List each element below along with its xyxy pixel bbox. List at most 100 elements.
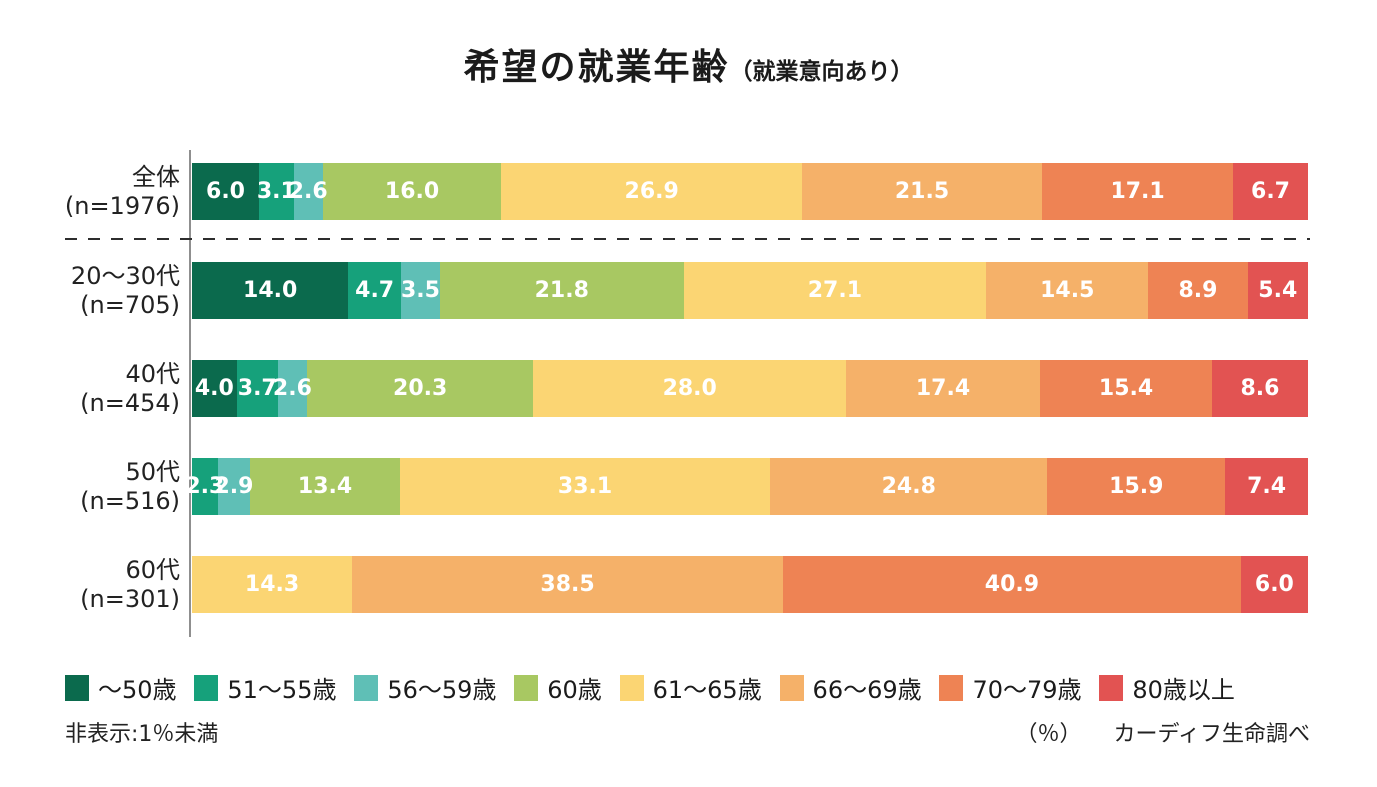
legend-item: 61～65歳 — [619, 670, 762, 705]
category-n: (n=516) — [80, 486, 180, 515]
legend-label: 56～59歳 — [387, 676, 497, 704]
chart-subtitle: （就業意向あり） — [729, 59, 914, 85]
legend-item: ～50歳 — [65, 670, 177, 705]
page-title: 希望の就業年齢（就業意向あり） — [0, 38, 1377, 90]
segment-value: 21.8 — [534, 278, 589, 303]
category-label: 40代 (n=454) — [0, 360, 180, 418]
bar-segment: 2.6 — [273, 360, 312, 417]
segment-value: 2.6 — [272, 376, 312, 401]
segment-value: 17.1 — [1110, 179, 1165, 204]
footer-right: （％） カーディフ生命調べ — [1016, 716, 1310, 748]
bar-segment: 20.3 — [306, 360, 534, 417]
stacked-bar: 2.3 2.9 13.4 33.1 24.8 15.9 7.4 — [185, 458, 1308, 515]
chart-title: 希望の就業年齢 — [463, 47, 730, 88]
legend-swatch — [354, 674, 379, 701]
category-n: (n=454) — [80, 388, 180, 417]
bar-segment: 3.7 — [236, 360, 278, 417]
legend-item: 66～69歳 — [779, 670, 922, 705]
segment-value: 17.4 — [915, 376, 971, 401]
legend-item: 60歳 — [514, 670, 602, 705]
unit-label: （％） — [1015, 722, 1082, 747]
bar-segment: 26.9 — [501, 163, 802, 220]
segment-value: 16.0 — [384, 179, 440, 204]
category-n: (n=301) — [80, 584, 180, 613]
segment-value: 3.7 — [237, 376, 277, 401]
segment-value: 4.7 — [355, 278, 395, 303]
segment-value: 2.3 — [185, 474, 225, 499]
segment-value: 14.0 — [243, 278, 298, 303]
legend-swatch — [779, 674, 804, 701]
segment-value: 28.0 — [662, 376, 717, 401]
segment-value: 24.8 — [881, 474, 936, 499]
bar-segment: 6.0 — [1240, 556, 1308, 613]
bar-segment: 24.8 — [770, 458, 1048, 515]
category-name: 20～30代 — [70, 261, 180, 290]
legend-item: 51～55歳 — [194, 670, 336, 705]
bar-segment: 4.0 — [192, 360, 237, 417]
segment-value: 14.3 — [244, 572, 300, 597]
segment-value: 20.3 — [393, 376, 448, 401]
segment-value: 15.9 — [1109, 474, 1164, 499]
legend-swatch — [514, 674, 539, 701]
bar-segment: 28.0 — [533, 360, 846, 417]
bar-segment: 16.0 — [322, 163, 502, 220]
legend-label: 61～65歳 — [652, 676, 762, 704]
category-name: 全体 — [132, 162, 180, 191]
category-n: (n=1976) — [64, 191, 180, 220]
segment-value: 21.5 — [894, 179, 950, 204]
legend-swatch — [619, 674, 644, 701]
legend-item: 70～79歳 — [939, 670, 1082, 705]
legend-label: 60歳 — [547, 676, 602, 704]
bar-segment: 2.9 — [214, 458, 253, 515]
segment-value: 2.9 — [214, 474, 254, 499]
segment-value: 27.1 — [807, 278, 863, 303]
bar-segment: 13.4 — [250, 458, 400, 515]
bar-segment: 4.7 — [348, 262, 401, 319]
legend-label: 51～55歳 — [227, 676, 337, 704]
stacked-bar: 4.0 3.7 2.6 20.3 28.0 17.4 15.4 8.6 — [192, 360, 1308, 417]
segment-value: 14.5 — [1040, 278, 1095, 303]
bar-segment: 17.1 — [1042, 163, 1234, 220]
category-name: 60代 — [125, 555, 180, 584]
legend-swatch — [194, 674, 219, 701]
legend-label: ～50歳 — [98, 676, 177, 704]
legend-label: 80歳以上 — [1132, 676, 1235, 704]
bar-segment: 38.5 — [352, 556, 783, 613]
legend-swatch — [939, 674, 964, 701]
bar-segment: 21.5 — [801, 163, 1043, 220]
bar-segment: 15.9 — [1047, 458, 1226, 515]
bar-segment: 14.0 — [192, 262, 349, 319]
category-name: 50代 — [125, 457, 180, 486]
footnote: 非表示:1％未満 — [65, 722, 219, 747]
segment-value: 6.0 — [1254, 572, 1294, 597]
legend-item: 56～59歳 — [354, 670, 496, 705]
legend-swatch — [65, 674, 89, 701]
segment-value: 4.0 — [194, 376, 234, 401]
segment-value: 13.4 — [297, 474, 353, 499]
bar-segment: 3.1 — [257, 163, 296, 220]
segment-value: 8.9 — [1178, 278, 1218, 303]
category-name: 40代 — [125, 359, 180, 388]
y-axis-line — [189, 150, 191, 637]
stacked-bar: 14.3 38.5 40.9 6.0 — [192, 556, 1308, 613]
category-label: 20～30代 (n=705) — [0, 262, 180, 320]
legend-label: 70～79歳 — [972, 676, 1082, 704]
bar-segment: 14.3 — [192, 556, 353, 613]
segment-value: 15.4 — [1098, 376, 1154, 401]
bar-segment: 7.4 — [1225, 458, 1308, 515]
legend-item: 80歳以上 — [1099, 670, 1235, 705]
legend-swatch — [1099, 674, 1124, 701]
source-label: カーディフ生命調べ — [1113, 722, 1310, 747]
bar-segment: 15.4 — [1040, 360, 1212, 417]
bar-segment: 27.1 — [683, 262, 987, 319]
bar-segment: 8.6 — [1211, 360, 1308, 417]
category-label: 50代 (n=516) — [0, 458, 180, 516]
category-label: 全体 (n=1976) — [0, 163, 180, 221]
segment-value: 33.1 — [557, 474, 613, 499]
segment-value: 5.4 — [1258, 278, 1298, 303]
segment-value: 38.5 — [540, 572, 595, 597]
segment-value: 6.0 — [206, 179, 245, 204]
category-n: (n=705) — [80, 290, 180, 319]
dashed-separator — [65, 238, 1310, 240]
segment-value: 26.9 — [624, 179, 679, 204]
